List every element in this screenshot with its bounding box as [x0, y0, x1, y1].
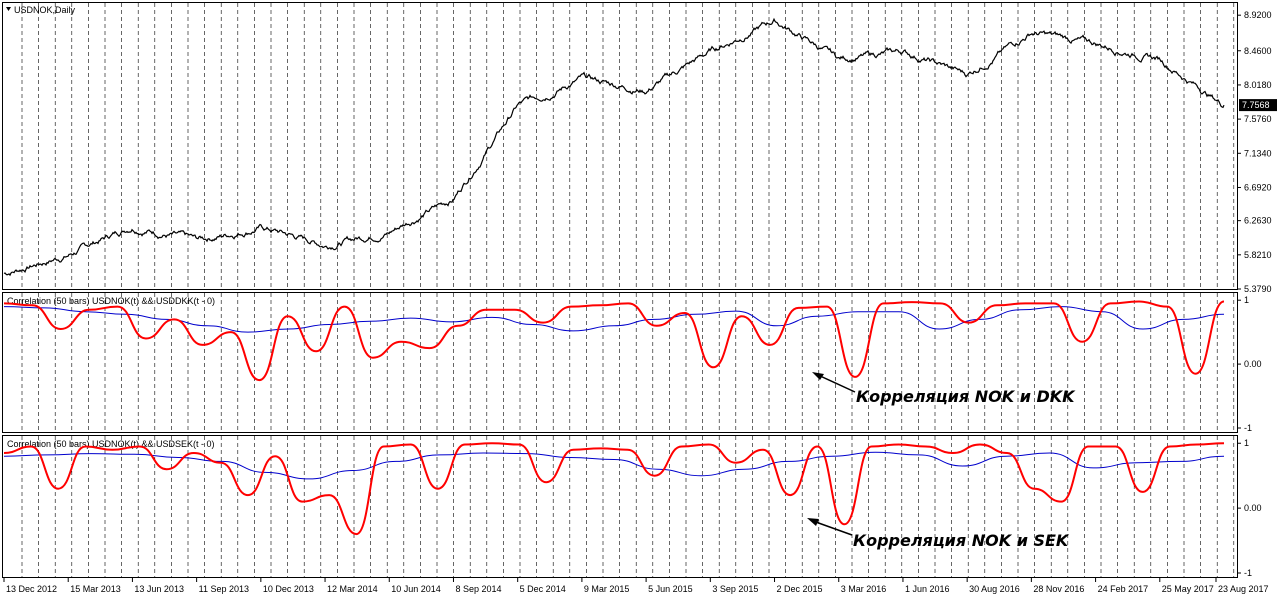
dkk-annotation-text: Корреляция NOK и DKK — [856, 387, 1076, 406]
corr-tick-label: -1 — [1244, 568, 1252, 578]
main-pane-header: USDNOK,Daily — [6, 5, 76, 15]
sek-average-line — [3, 451, 1225, 480]
time-axis-label: 12 Mar 2014 — [327, 584, 378, 594]
time-axis-label: 1 Jun 2016 — [905, 584, 950, 594]
time-axis-label: 24 Feb 2017 — [1098, 584, 1149, 594]
dkk-annotation: Корреляция NOK и DKK — [812, 372, 1076, 406]
time-axis-label: 10 Jun 2014 — [391, 584, 441, 594]
time-axis-label: 10 Dec 2013 — [263, 584, 314, 594]
sek-annotation: Корреляция NOK и SEK — [807, 518, 1070, 550]
sek-correlation-line — [3, 442, 1225, 536]
dkk-pane-title: Correlation (50 bars) USDNOK(t) && USDDK… — [7, 296, 215, 306]
price-tick-label: 5.8210 — [1244, 250, 1272, 260]
time-axis-label: 5 Jun 2015 — [648, 584, 693, 594]
time-axis-label: 11 Sep 2013 — [199, 584, 249, 594]
current-price-tag: 7.7568 — [1239, 99, 1277, 112]
corr-tick-label: 1 — [1244, 438, 1249, 448]
price-tick-label: 8.0180 — [1244, 80, 1272, 90]
time-axis-label: 13 Jun 2013 — [134, 584, 184, 594]
time-axis-label: 25 May 2017 — [1162, 584, 1214, 594]
dkk-average-line — [3, 306, 1225, 333]
corr-tick-label: 0.00 — [1244, 503, 1262, 513]
corr-tick-label: 0.00 — [1244, 359, 1262, 369]
time-axis-label: 13 Dec 2012 — [6, 584, 57, 594]
price-tick-label: 8.4600 — [1244, 46, 1272, 56]
time-axis-label: 28 Nov 2016 — [1033, 584, 1084, 594]
time-axis-label: 3 Mar 2016 — [841, 584, 887, 594]
time-axis-label: 30 Aug 2016 — [969, 584, 1020, 594]
price-tick-label: 8.9200 — [1244, 10, 1272, 20]
dkk-axis: 1 0.00 -1 — [1237, 295, 1262, 433]
dkk-correlation-line — [3, 300, 1225, 382]
time-axis-label: 15 Mar 2013 — [70, 584, 121, 594]
sek-axis: 1 0.00 -1 — [1237, 438, 1262, 578]
time-axis-label: 9 Mar 2015 — [584, 584, 630, 594]
price-tick-label: 7.1340 — [1244, 148, 1272, 158]
main-pane-title: USDNOK,Daily — [14, 5, 76, 15]
dkk-pane-frame — [2, 292, 1238, 433]
corr-tick-label: -1 — [1244, 423, 1252, 433]
price-tick-label: 7.5760 — [1244, 114, 1272, 124]
time-axis-label: 3 Sep 2015 — [712, 584, 758, 594]
corr-tick-label: 1 — [1244, 295, 1249, 305]
price-tick-label: 6.6920 — [1244, 182, 1272, 192]
sek-pane-title: Correlation (50 bars) USDNOK(t) && USDSE… — [7, 439, 215, 449]
price-tick-label: 5.3790 — [1244, 284, 1272, 294]
vertical-grid — [21, 3, 1235, 577]
time-axis-label: 2 Dec 2015 — [777, 584, 823, 594]
price-tick-label: 6.2630 — [1244, 216, 1272, 226]
sek-annotation-text: Корреляция NOK и SEK — [853, 531, 1070, 550]
time-axis-label: 23 Aug 2017 — [1218, 584, 1269, 594]
collapse-triangle-icon[interactable] — [6, 7, 11, 11]
time-axis-label: 5 Dec 2014 — [520, 584, 566, 594]
current-price-label: 7.7568 — [1242, 100, 1270, 110]
time-axis: 13 Dec 2012 15 Mar 2013 13 Jun 2013 11 Sep … — [3, 577, 1269, 594]
price-series-line — [3, 17, 1225, 277]
sek-pane-frame — [2, 435, 1238, 578]
price-axis: 8.9200 8.4600 8.0180 7.5760 7.1340 6.6920 6.26… — [1237, 10, 1272, 294]
main-pane-frame — [2, 2, 1238, 290]
time-axis-label: 8 Sep 2014 — [455, 584, 501, 594]
